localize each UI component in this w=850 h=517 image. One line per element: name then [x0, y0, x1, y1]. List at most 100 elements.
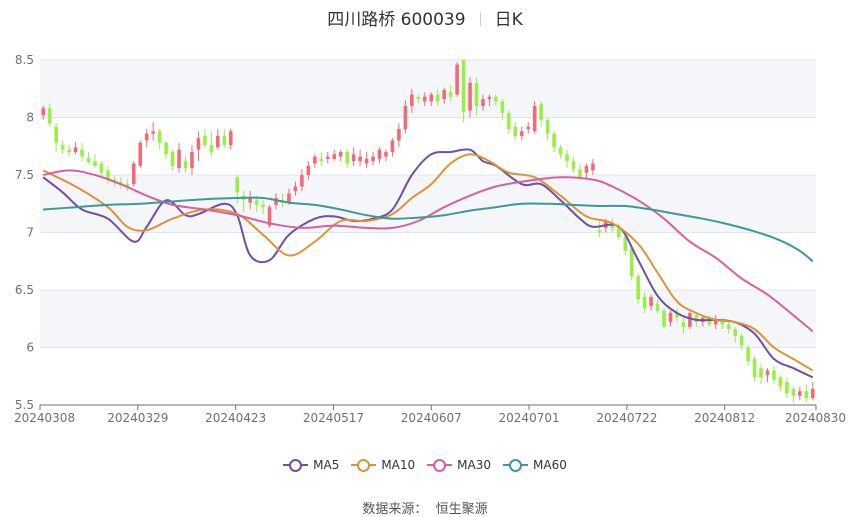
candle — [519, 126, 524, 141]
candle-body — [778, 377, 783, 387]
candle — [481, 94, 485, 111]
candle — [196, 131, 201, 162]
candle-body — [125, 184, 130, 187]
candle-body — [60, 145, 65, 150]
x-tick-label: 20240830 — [785, 411, 846, 425]
candle — [468, 77, 472, 118]
legend-marker — [289, 459, 303, 472]
candle-body — [675, 313, 679, 318]
candle-body — [403, 106, 408, 129]
candle-body — [422, 96, 427, 102]
candle-body — [668, 313, 673, 323]
candle — [190, 145, 194, 175]
candle-body — [435, 94, 440, 102]
candle — [86, 152, 91, 164]
legend: MA5 MA10 MA30 MA60 — [0, 458, 850, 475]
legend-item-ma5[interactable]: MA5 — [283, 458, 339, 472]
ma60-line — [43, 196, 814, 263]
candle-body — [694, 315, 699, 323]
candle-body — [746, 347, 750, 362]
source-label: 数据来源： — [362, 502, 428, 517]
candle-body — [287, 193, 291, 203]
candle-body — [384, 152, 388, 157]
candle — [138, 140, 143, 169]
candle-body — [86, 157, 91, 163]
source-value: 恒生聚源 — [435, 502, 488, 517]
x-tick-label: 20240517 — [303, 411, 364, 425]
candle — [364, 152, 369, 169]
candle — [461, 60, 466, 123]
candle — [675, 308, 679, 323]
moving-average-lines — [42, 148, 814, 379]
candle — [494, 94, 498, 106]
candle-body — [254, 200, 259, 205]
candle — [798, 386, 802, 401]
candle-body — [765, 370, 770, 376]
candle-body — [164, 142, 168, 155]
candle-body — [558, 147, 563, 155]
candle — [578, 163, 582, 180]
x-tick-label: 20240812 — [694, 411, 755, 425]
candle-body — [203, 135, 207, 146]
candle-body — [804, 391, 809, 399]
candle-body — [261, 204, 265, 208]
legend-item-ma30[interactable]: MA30 — [427, 458, 491, 472]
candle-body — [707, 317, 712, 325]
candle-body — [688, 313, 692, 327]
candle-body — [720, 319, 725, 325]
legend-marker — [357, 459, 371, 472]
candle — [765, 368, 770, 382]
candle-body — [73, 147, 78, 152]
candle — [791, 386, 796, 403]
candle — [442, 87, 446, 104]
candle — [545, 117, 550, 141]
candle-body — [371, 156, 375, 162]
candle-body — [390, 140, 395, 152]
candle — [785, 377, 789, 399]
candle — [170, 149, 175, 171]
candle — [332, 149, 337, 162]
candle — [636, 273, 640, 304]
candle-body — [623, 237, 628, 251]
candle-body — [552, 133, 556, 148]
candle — [681, 317, 686, 334]
legend-item-ma60[interactable]: MA60 — [503, 458, 567, 472]
candle — [397, 123, 401, 148]
candle-body — [810, 388, 815, 399]
candle — [60, 140, 65, 155]
x-tick-label: 20240607 — [401, 411, 462, 425]
candle-body — [300, 175, 304, 187]
candle — [377, 147, 382, 164]
candle-body — [177, 149, 181, 169]
candle — [216, 129, 220, 150]
candle-body — [481, 99, 485, 106]
candle-body — [416, 96, 421, 100]
candle — [209, 131, 214, 157]
candle — [183, 156, 188, 173]
legend-marker — [509, 459, 523, 472]
candle — [222, 129, 227, 148]
candle-body — [119, 181, 123, 185]
candle-body — [442, 89, 446, 100]
y-tick-label: 8.5 — [15, 53, 34, 67]
candle — [99, 161, 104, 178]
candle-body — [429, 94, 434, 102]
candle — [435, 89, 440, 106]
candle — [54, 123, 58, 152]
legend-swatch — [503, 458, 529, 472]
candle — [571, 156, 576, 173]
candles — [41, 60, 815, 403]
candle-body — [377, 149, 382, 159]
candle — [565, 149, 569, 169]
candle — [106, 165, 110, 185]
x-tick-label: 20240308 — [14, 411, 75, 425]
candle — [552, 131, 556, 152]
candle — [629, 246, 634, 281]
legend-item-ma10[interactable]: MA10 — [351, 458, 415, 472]
candle — [474, 77, 479, 116]
candle — [429, 92, 434, 106]
candle-body — [274, 198, 278, 205]
period-label: 日K — [494, 10, 523, 30]
candle — [384, 149, 388, 162]
candle-body — [196, 138, 201, 150]
